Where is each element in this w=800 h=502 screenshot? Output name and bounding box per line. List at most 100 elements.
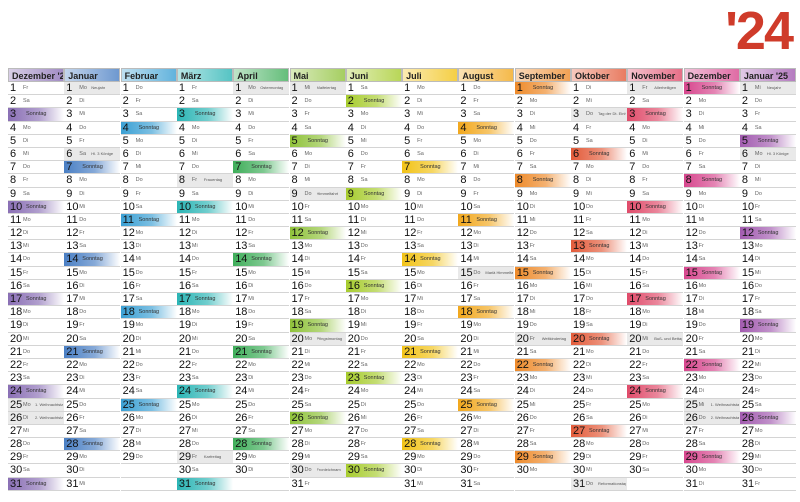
weekday-label: Mo <box>529 190 538 197</box>
holiday-label: Weltkindertag <box>541 335 567 341</box>
day-number: 2 <box>347 95 354 108</box>
day-number: 26 <box>235 411 248 424</box>
day-number: 4 <box>347 121 354 134</box>
weekday-label: Di <box>473 427 479 434</box>
weekday-label: Di <box>417 190 423 197</box>
weekday-label: Mo <box>417 454 425 461</box>
day-cell: 29 Mi <box>739 451 796 465</box>
day-number: 31 <box>460 477 473 490</box>
weekday-label: Di <box>586 361 592 368</box>
day-cell: 9 Mo <box>683 188 740 201</box>
day-cell: 4 Di <box>345 121 402 135</box>
day-number: 31 <box>741 477 755 490</box>
weekday-label: Fr <box>23 177 29 184</box>
day-cell: 18 Do <box>64 306 121 320</box>
weekday-label: Sa <box>586 230 593 237</box>
day-cell: 26 Mo <box>458 412 515 425</box>
day-cell: 27 Di <box>120 425 177 439</box>
day-cell: 21 Sa <box>683 346 740 359</box>
weekday-label: Di <box>473 335 479 342</box>
day-number: 30 <box>347 464 361 477</box>
day-number: 17 <box>629 293 642 305</box>
day-number: 27 <box>573 424 586 437</box>
weekday-label: Fr <box>642 454 648 461</box>
weekday-label: Mi <box>754 269 761 276</box>
day-cell: 10 Sa <box>120 201 177 214</box>
day-number: 18 <box>291 306 304 319</box>
day-number: 19 <box>573 319 586 332</box>
day-cell: 19 Sa <box>571 319 627 333</box>
day-cell: 30 Do <box>739 464 796 478</box>
day-cell: 31 Sa <box>458 477 515 491</box>
day-number: 16 <box>573 279 586 292</box>
day-number: 22 <box>347 358 361 371</box>
weekday-label: Fr <box>304 388 310 395</box>
day-cell: 7 Di <box>739 161 796 175</box>
day-number: 18 <box>235 306 248 319</box>
day-cell: 6 Mi <box>627 148 684 162</box>
day-number: 18 <box>404 306 417 319</box>
weekday-label: Sa <box>529 348 537 355</box>
day-number: 8 <box>10 174 17 187</box>
month-header: Februar <box>120 68 177 82</box>
day-number: 18 <box>10 306 23 319</box>
day-cell: 6 Sonntag <box>571 147 627 162</box>
weekday-label: Mi <box>586 467 592 474</box>
weekday-label: Mo <box>473 414 482 421</box>
day-cell: 10 Mi <box>64 201 121 214</box>
day-number: 28 <box>347 438 361 451</box>
day-number: 23 <box>516 372 529 385</box>
day-cell: 8 Fr <box>8 174 64 188</box>
day-number: 3 <box>629 108 636 121</box>
weekday-label: Mo <box>135 230 144 237</box>
weekday-label: Mo <box>248 269 256 276</box>
weekday-label: Sa <box>473 388 481 395</box>
day-number: 7 <box>178 161 186 174</box>
day-number: 27 <box>10 424 23 437</box>
day-number: 16 <box>235 279 248 292</box>
day-number: 7 <box>573 161 580 174</box>
day-number: 24 <box>178 385 192 398</box>
day-number: 3 <box>741 108 749 121</box>
weekday-label: Mo <box>360 111 369 118</box>
day-cell: 28 Sa <box>514 438 571 452</box>
weekday-label: Do <box>248 124 256 131</box>
day-cell: 10 Di <box>514 201 571 214</box>
day-number: 16 <box>629 279 642 292</box>
weekday-label: Fr <box>191 454 198 461</box>
day-number: 28 <box>741 438 755 451</box>
day-number: 11 <box>685 213 698 226</box>
day-number: 3 <box>347 108 354 121</box>
day-number: 14 <box>178 253 192 266</box>
day-cell: 23 Do <box>739 372 796 386</box>
day-number: 15 <box>573 266 586 279</box>
day-number: 30 <box>629 464 642 477</box>
weekday-label: Mo <box>304 150 313 157</box>
weekday-label: Do <box>135 177 143 184</box>
day-number: 31 <box>178 477 192 490</box>
day-number: 12 <box>66 227 79 240</box>
weekday-label: Fr <box>698 335 704 342</box>
day-cell: 5 Di <box>627 135 684 148</box>
day-number: 5 <box>347 134 354 147</box>
day-cell: 6 Di <box>458 148 515 162</box>
day-cell: 23 Mo <box>683 372 740 386</box>
day-number: 1 <box>235 82 242 94</box>
weekday-label: Sa <box>754 401 762 408</box>
weekday-label: Do <box>642 164 650 171</box>
day-number: 4 <box>629 121 636 134</box>
day-number: 17 <box>404 293 417 305</box>
weekday-label: Do <box>473 269 481 276</box>
day-cell: 19 Di <box>627 319 684 333</box>
day-number: 25 <box>235 398 248 411</box>
weekday-label: Di <box>754 441 761 448</box>
day-cell: 29 Do <box>120 451 177 465</box>
day-cell: 25 Sa <box>739 399 796 412</box>
weekday-label: Sa <box>79 243 87 250</box>
weekday-label: Sa <box>360 361 368 368</box>
weekday-label: Fr <box>79 230 85 237</box>
day-cell: 5 Fr <box>64 135 121 148</box>
day-number: 22 <box>122 358 135 371</box>
day-number: 14 <box>66 253 79 266</box>
day-cell: 16 Di <box>402 280 459 293</box>
